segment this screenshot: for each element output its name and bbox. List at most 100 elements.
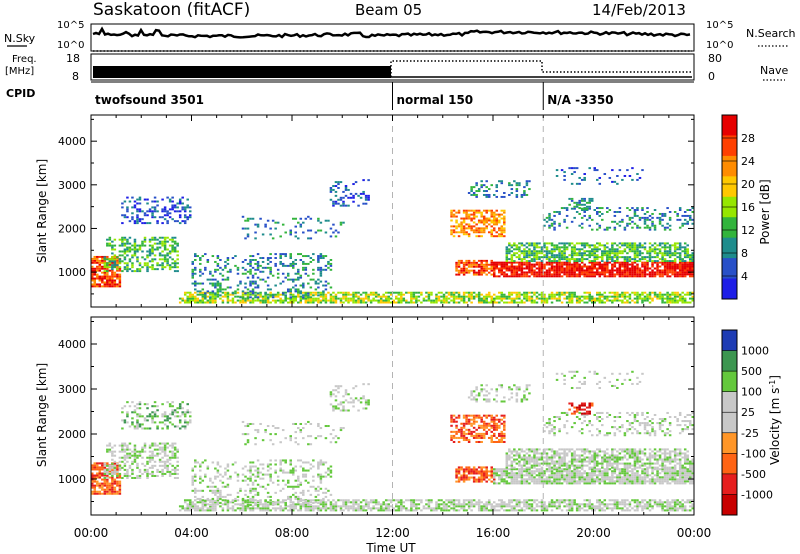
velocity-cell [460, 505, 463, 508]
velocity-cell [151, 458, 154, 461]
power-cell [138, 264, 142, 267]
velocity-cell [487, 499, 491, 502]
power-cell [663, 228, 667, 231]
power-cell [641, 216, 644, 219]
power-cell [354, 181, 358, 184]
velocity-cell [176, 464, 179, 467]
power-cell [465, 211, 468, 214]
velocity-cell [118, 444, 122, 447]
power-cell [560, 252, 564, 255]
power-cell [136, 244, 139, 247]
power-cell [558, 258, 561, 261]
velocity-cell [485, 505, 488, 508]
power-cell [593, 273, 596, 276]
power-cell [372, 291, 375, 294]
velocity-cell [274, 507, 277, 510]
velocity-cell [98, 476, 102, 479]
power-cell [686, 269, 689, 272]
power-cell [161, 242, 164, 245]
velocity-cell [400, 505, 403, 508]
power-cell [503, 273, 506, 276]
velocity-cell [111, 464, 114, 467]
velocity-cell [183, 507, 187, 510]
velocity-cell [118, 486, 122, 489]
power-cell [515, 293, 519, 296]
power-cell [611, 220, 614, 223]
power-cell [131, 218, 134, 221]
power-cell [626, 244, 629, 247]
power-cell [319, 255, 323, 258]
power-cell [106, 238, 109, 241]
velocity-cell [583, 505, 586, 508]
power-cell [214, 284, 217, 287]
power-cell [322, 284, 325, 287]
power-cell [467, 209, 471, 212]
power-cell [508, 301, 511, 304]
power-cell [603, 250, 607, 253]
velocity-cell [113, 450, 117, 453]
power-cell [493, 293, 496, 296]
velocity-cell [482, 503, 486, 506]
power-cell [397, 293, 401, 296]
velocity-cell [405, 507, 408, 510]
velocity-cell [633, 501, 637, 504]
power-cell [266, 297, 270, 300]
power-cell [570, 273, 574, 276]
power-cell [460, 259, 463, 262]
power-cell [558, 260, 561, 263]
power-cell [518, 246, 521, 249]
power-cell [583, 173, 586, 175]
power-cell [543, 301, 546, 304]
power-cell [455, 263, 458, 266]
power-cell [560, 207, 564, 210]
power-cell [397, 299, 401, 302]
power-cell [653, 295, 657, 298]
power-cell [555, 248, 559, 251]
power-cell [653, 246, 657, 249]
power-cell [530, 299, 534, 302]
n-search-label: N.Search [746, 27, 796, 40]
power-cell [681, 214, 684, 217]
power-cell [309, 297, 313, 300]
power-cell [535, 273, 539, 276]
power-cell [113, 281, 117, 284]
power-cell [199, 274, 202, 277]
velocity-cell [450, 507, 453, 510]
power-cell [286, 290, 290, 293]
power-cell [563, 273, 566, 276]
power-cell [528, 261, 531, 264]
velocity-cell [146, 462, 149, 465]
power-cell [528, 299, 531, 302]
power-cell [387, 295, 390, 298]
velocity-cell [96, 464, 99, 467]
velocity-cell [211, 499, 215, 502]
power-cell [520, 267, 524, 270]
power-cell [244, 282, 247, 285]
power-cell [199, 282, 202, 285]
power-cell [299, 295, 303, 298]
power-cell [498, 180, 501, 183]
power-cell [271, 237, 275, 240]
power-cell [520, 252, 524, 255]
power-cell [342, 202, 345, 205]
power-cell [540, 273, 544, 276]
power-cell [410, 295, 413, 298]
power-cell [671, 244, 674, 247]
power-cell [558, 263, 561, 266]
power-cell [623, 228, 627, 231]
power-cell [136, 218, 139, 221]
power-cell [535, 246, 539, 249]
power-cell [666, 260, 669, 263]
power-cell [638, 295, 642, 298]
velocity-cell [354, 501, 358, 504]
power-cell [570, 269, 574, 272]
power-cell [246, 270, 250, 273]
power-cell [244, 297, 247, 300]
velocity-cell [513, 507, 516, 510]
power-cell [116, 285, 119, 288]
power-cell [339, 198, 343, 201]
velocity-cell [337, 499, 340, 502]
power-cell [138, 218, 142, 221]
power-cell [324, 219, 328, 222]
velocity-cell [425, 499, 428, 502]
